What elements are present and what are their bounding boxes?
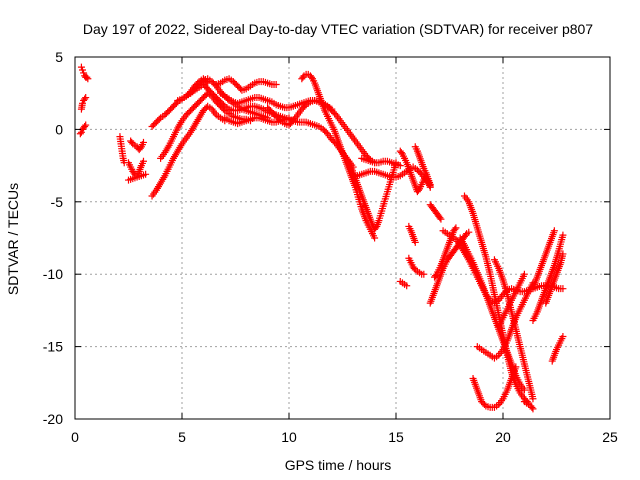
series-24 <box>405 222 419 246</box>
data-point-marker <box>307 73 315 81</box>
data-point-marker <box>81 123 89 131</box>
series-40 <box>520 398 537 413</box>
data-point-marker <box>411 238 419 246</box>
series-25 <box>405 254 428 278</box>
data-point-marker <box>559 332 567 340</box>
series-32 <box>469 363 520 411</box>
series-10 <box>157 89 254 162</box>
data-point-marker <box>272 81 280 89</box>
x-tick-label: 20 <box>495 429 511 445</box>
series-7 <box>125 170 150 184</box>
series-37 <box>529 231 567 325</box>
series-18 <box>345 157 400 233</box>
series-6 <box>127 137 147 154</box>
data-point-marker <box>198 78 206 86</box>
data-point-marker <box>480 401 488 409</box>
data-point-marker <box>219 101 227 109</box>
data-point-marker <box>414 186 422 194</box>
series-2 <box>77 94 90 113</box>
data-point-marker <box>451 225 459 233</box>
series-13 <box>212 75 280 94</box>
series-26 <box>426 201 445 223</box>
x-tick-label: 15 <box>388 429 404 445</box>
data-point-marker <box>81 95 89 103</box>
series-1 <box>77 63 92 83</box>
series-8 <box>148 102 229 200</box>
data-point-marker <box>139 138 147 146</box>
data-point-marker <box>403 282 411 290</box>
data-point-marker <box>142 170 150 178</box>
x-tick-label: 25 <box>602 429 618 445</box>
x-axis-title: GPS time / hours <box>285 457 392 473</box>
series-38 <box>542 250 567 307</box>
data-point-marker <box>559 250 567 258</box>
data-point-marker <box>420 270 428 278</box>
data-point-marker <box>136 144 144 152</box>
data-point-marker <box>285 114 293 122</box>
series-31 <box>456 234 528 394</box>
data-point-marker <box>76 130 84 138</box>
series-20 <box>358 154 404 170</box>
data-point-marker <box>512 363 520 371</box>
y-tick-label: -15 <box>43 339 63 355</box>
data-points <box>76 63 567 413</box>
data-point-marker <box>528 403 536 411</box>
data-point-marker <box>155 115 163 123</box>
plot-frame <box>74 56 611 420</box>
data-point-marker <box>529 395 537 403</box>
axis-ticks: 0 5 10 15 20 25 -20 -15 -10 -5 0 5 <box>43 49 618 445</box>
data-point-marker <box>559 285 567 293</box>
data-point-marker <box>139 157 147 165</box>
y-tick-label: -10 <box>43 266 63 282</box>
data-point-marker <box>275 115 283 123</box>
data-point-marker <box>436 214 444 222</box>
data-point-marker <box>82 94 90 102</box>
series-22 <box>411 143 434 188</box>
data-point-marker <box>83 73 91 81</box>
data-point-marker <box>520 270 528 278</box>
data-point-marker <box>397 149 405 157</box>
x-tick-label: 10 <box>281 429 297 445</box>
data-point-marker <box>559 231 567 239</box>
data-point-marker <box>426 180 434 188</box>
data-point-marker <box>371 234 379 242</box>
data-point-marker <box>529 405 537 413</box>
series-39 <box>548 332 567 365</box>
series-30 <box>460 192 533 407</box>
data-point-marker <box>452 224 460 232</box>
series-16 <box>264 96 379 167</box>
y-tick-label: 5 <box>55 49 63 65</box>
data-point-marker <box>437 215 445 223</box>
data-point-marker <box>432 272 440 280</box>
x-tick-label: 5 <box>178 429 186 445</box>
series-4 <box>116 133 128 167</box>
series-36 <box>529 227 558 293</box>
x-tick-label: 0 <box>71 429 79 445</box>
data-point-marker <box>82 121 90 129</box>
data-point-marker <box>84 75 92 83</box>
y-tick-label: 0 <box>55 121 63 137</box>
data-point-marker <box>465 228 473 236</box>
series-35 <box>495 270 528 330</box>
data-point-marker <box>520 386 528 394</box>
grid-lines <box>75 57 610 419</box>
data-point-marker <box>550 227 558 235</box>
series-23 <box>396 277 411 290</box>
series-11 <box>174 81 357 171</box>
chart-title: Day 197 of 2022, Sidereal Day-to-day VTE… <box>83 21 593 37</box>
data-point-marker <box>301 102 309 110</box>
series-3 <box>76 121 90 138</box>
y-axis-title: SDTVAR / TECUs <box>5 183 21 295</box>
series-33 <box>473 279 537 362</box>
y-tick-label: -5 <box>51 194 64 210</box>
data-point-marker <box>396 162 404 170</box>
y-tick-label: -20 <box>43 411 63 427</box>
